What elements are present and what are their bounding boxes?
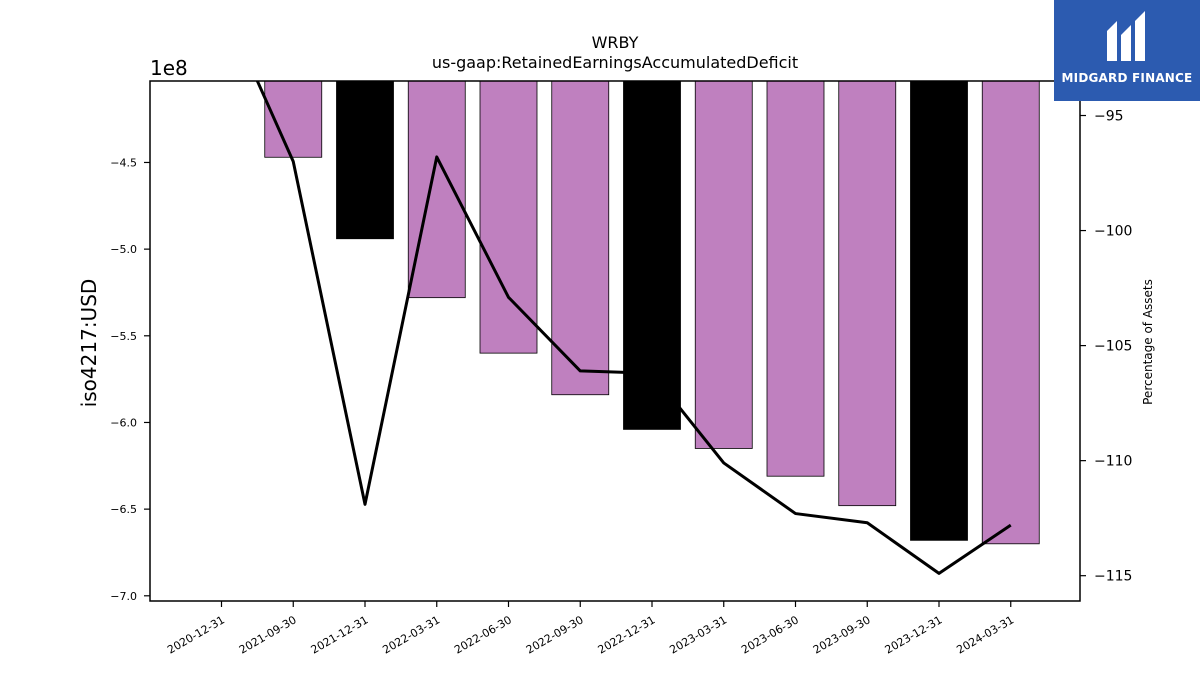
bars-layer — [264, 80, 1040, 545]
y-multiplier-label: 1e8 — [150, 56, 188, 80]
logo-mark-icon — [1107, 11, 1145, 61]
y2-tick-label: −105 — [1094, 339, 1132, 355]
bar-2021-12-31 — [336, 80, 394, 240]
y-tick-label: −6.0 — [110, 416, 137, 429]
y-tick-label: −5.5 — [110, 330, 137, 343]
x-tick-label: 2023-09-30 — [811, 613, 873, 656]
y2-tick-label: −110 — [1094, 454, 1132, 470]
y2-tick-label: −100 — [1094, 224, 1132, 240]
x-tick-label: 2021-12-31 — [309, 613, 371, 656]
bar-2024-03-31 — [981, 80, 1040, 545]
y2-tick-label: −95 — [1094, 109, 1124, 125]
x-tick-label: 2020-12-31 — [165, 613, 227, 656]
axes-layer: −4.5 −5.0 −5.5 −6.0 −6.5 −7.0 −95 −100 −105 −110 −… — [110, 109, 1132, 657]
x-tick-label: 2023-06-30 — [739, 613, 801, 656]
x-tick-label: 2023-03-31 — [667, 613, 729, 656]
bar-2022-12-31 — [623, 80, 681, 430]
y-axis-label: iso4217:USD — [77, 279, 101, 408]
x-tick-label: 2022-09-30 — [524, 613, 586, 656]
x-tick-label: 2022-12-31 — [596, 613, 658, 656]
y2-tick-label: −115 — [1094, 569, 1132, 585]
bar-2023-12-31 — [910, 80, 968, 541]
x-tick-label: 2022-06-30 — [452, 613, 514, 656]
x-tick-label: 2023-12-31 — [883, 613, 945, 656]
plot-frame — [149, 80, 1081, 602]
y-tick-label: −7.0 — [110, 590, 137, 603]
y-tick-label: −6.5 — [110, 503, 137, 516]
chart-title: WRBY — [592, 33, 639, 52]
line-layer — [255, 81, 1012, 575]
y-tick-label: −4.5 — [110, 156, 137, 169]
chart-subtitle: us-gaap:RetainedEarningsAccumulatedDefic… — [432, 53, 798, 72]
y-tick-label: −5.0 — [110, 243, 137, 256]
x-tick-label: 2024-03-31 — [954, 613, 1016, 656]
x-tick-label: 2021-09-30 — [237, 613, 299, 656]
bar-2023-06-30 — [766, 80, 825, 477]
bar-2023-03-31 — [694, 80, 753, 449]
bar-2023-09-30 — [838, 80, 897, 507]
pct-assets-line — [255, 81, 1012, 575]
logo-text: MIDGARD FINANCE — [1061, 71, 1193, 85]
bar-2022-09-30 — [551, 80, 610, 396]
bar-2022-06-30 — [479, 80, 538, 354]
bar-2022-03-31 — [407, 80, 466, 299]
brand-logo: MIDGARD FINANCE — [1054, 0, 1200, 101]
x-tick-label: 2022-03-31 — [380, 613, 442, 656]
y2-axis-label: Percentage of Assets — [1141, 279, 1155, 405]
